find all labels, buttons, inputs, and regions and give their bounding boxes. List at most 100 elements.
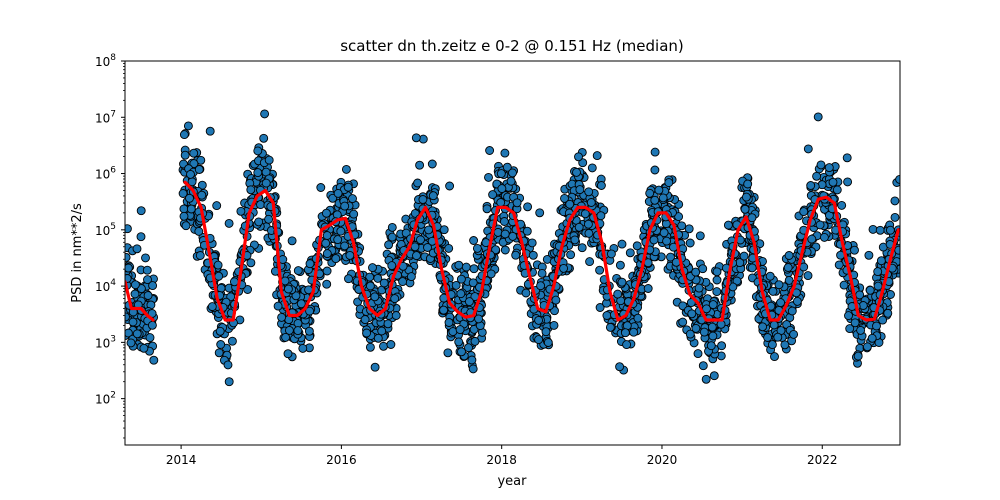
scatter-point — [130, 280, 140, 290]
scatter-point — [768, 286, 778, 296]
scatter-point — [613, 289, 623, 299]
scatter-point — [650, 165, 660, 175]
scatter-point — [383, 319, 393, 329]
scatter-point — [560, 193, 569, 203]
scatter-point — [844, 311, 853, 321]
scatter-point — [617, 239, 627, 249]
scatter-point — [578, 158, 588, 168]
scatter-point — [773, 332, 783, 342]
scatter-point — [834, 260, 844, 270]
scatter-point — [212, 201, 222, 211]
scatter-point — [145, 333, 155, 343]
scatter-point — [747, 263, 757, 273]
scatter-point — [815, 220, 825, 230]
scatter-point — [390, 294, 400, 304]
scatter-point — [387, 232, 397, 242]
scatter-point — [769, 320, 779, 330]
scatter-point — [179, 204, 189, 214]
scatter-point — [143, 275, 152, 285]
scatter-point — [340, 201, 350, 211]
scatter-point — [535, 208, 545, 218]
scatter-point — [708, 331, 718, 341]
scatter-point — [304, 326, 314, 336]
scatter-point — [883, 308, 893, 318]
scatter-point — [283, 284, 293, 294]
scatter-point — [197, 180, 207, 190]
scatter-point — [349, 209, 359, 219]
scatter-point — [456, 289, 466, 299]
scatter-point — [837, 200, 847, 210]
scatter-point — [178, 189, 188, 198]
scatter-point — [894, 245, 900, 255]
scatter-point — [674, 212, 684, 222]
scatter-point — [370, 292, 380, 302]
y-tick-label: 104 — [95, 278, 116, 294]
scatter-point — [321, 238, 331, 248]
scatter-point — [799, 207, 809, 217]
scatter-point — [214, 271, 224, 281]
scatter-point — [872, 321, 881, 331]
scatter-point — [333, 188, 343, 198]
scatter-point — [758, 322, 768, 332]
scatter-point — [684, 224, 694, 234]
scatter-point — [654, 185, 664, 195]
median-line — [125, 180, 900, 322]
scatter-point — [472, 243, 482, 253]
scatter-point — [574, 152, 583, 162]
scatter-point — [379, 341, 388, 351]
scatter-point — [215, 326, 225, 336]
scatter-point — [333, 235, 343, 245]
scatter-point — [348, 194, 357, 204]
scatter-point — [224, 218, 234, 228]
scatter-point — [592, 151, 602, 161]
scatter-point — [577, 243, 587, 253]
scatter-point — [147, 320, 157, 330]
scatter-point — [125, 263, 133, 273]
scatter-point — [205, 126, 215, 136]
scatter-point — [885, 225, 895, 235]
scatter-point — [461, 262, 471, 272]
scatter-point — [606, 249, 616, 259]
scatter-point — [194, 165, 204, 174]
scatter-point — [336, 226, 346, 236]
scatter-point — [444, 243, 454, 253]
scatter-point — [865, 285, 875, 295]
scatter-point — [291, 291, 301, 301]
scatter-point — [331, 254, 341, 264]
scatter-point — [699, 327, 709, 337]
scatter-point — [443, 348, 453, 358]
scatter-point — [125, 252, 131, 262]
scatter-point — [878, 315, 888, 325]
scatter-point — [717, 341, 727, 351]
scatter-point — [691, 323, 701, 333]
y-tick-label: 108 — [95, 53, 116, 69]
scatter-point — [743, 179, 753, 189]
scatter-point — [615, 362, 625, 372]
scatter-point — [701, 374, 711, 384]
scatter-point — [712, 287, 722, 297]
scatter-point — [391, 311, 401, 320]
scatter-point — [691, 267, 701, 277]
scatter-point — [605, 322, 615, 332]
scatter-point — [739, 251, 749, 261]
scatter-point — [283, 349, 293, 359]
scatter-point — [428, 191, 438, 201]
scatter-point — [468, 278, 478, 288]
scatter-point — [620, 328, 630, 338]
scatter-point — [464, 297, 474, 307]
scatter-point — [506, 176, 516, 186]
scatter-point — [500, 148, 510, 158]
scatter-point — [543, 338, 553, 347]
scatter-point — [803, 271, 813, 281]
scatter-point — [413, 178, 423, 188]
scatter-point — [873, 281, 883, 291]
scatter-point — [469, 264, 479, 274]
scatter-point — [469, 236, 479, 245]
scatter-point — [322, 266, 332, 276]
scatter-point — [565, 199, 575, 209]
scatter-point — [485, 146, 495, 155]
scatter-point — [493, 227, 503, 237]
scatter-point — [416, 235, 425, 245]
scatter-point — [415, 160, 425, 170]
